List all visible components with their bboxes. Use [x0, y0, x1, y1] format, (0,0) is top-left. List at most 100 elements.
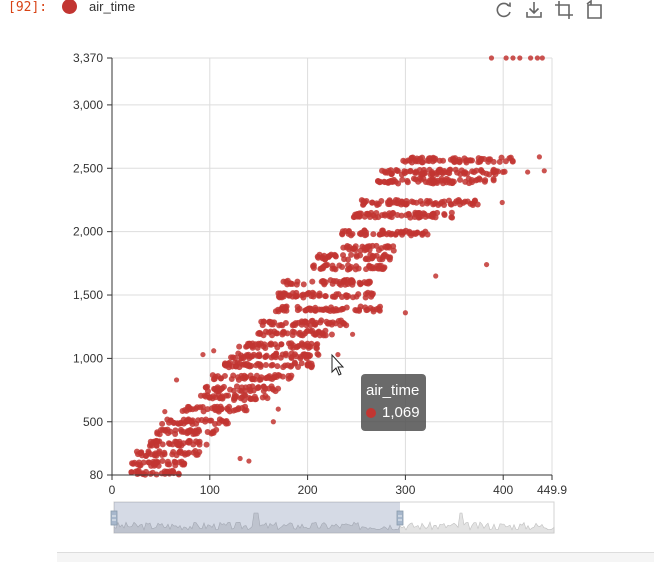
y-tick-label: 80	[90, 468, 104, 482]
data-zoom-handle[interactable]	[110, 510, 118, 526]
scatter-point	[184, 430, 191, 437]
scatter-point	[356, 230, 363, 237]
scatter-point	[203, 441, 210, 448]
tick-labels: 80 500 1,000 1,500 2,000 2,500 3,000 3,370 0 100 2…	[73, 51, 567, 497]
scatter-point	[422, 179, 429, 186]
scatter-point	[159, 420, 166, 427]
scatter-point	[202, 384, 209, 391]
scatter-point	[281, 291, 288, 298]
scatter-point	[243, 343, 250, 350]
scatter-point	[263, 352, 270, 359]
scatter-point	[399, 176, 406, 183]
scatter-point	[256, 351, 263, 358]
scatter-point	[368, 290, 375, 297]
scatter-point	[222, 362, 229, 369]
scatter-point	[406, 157, 413, 164]
scatter-point	[246, 458, 252, 464]
scatter-point	[490, 176, 497, 183]
scatter-point	[330, 293, 337, 300]
scatter-point	[224, 420, 231, 427]
scatter-point	[189, 406, 196, 413]
scatter-point	[279, 303, 286, 310]
scatter-point	[136, 462, 143, 469]
scatter-point	[323, 318, 330, 325]
mouse-cursor	[331, 353, 345, 376]
legend-label: air_time	[89, 0, 136, 14]
scatter-point	[269, 332, 276, 339]
scatter-point	[175, 449, 182, 456]
scatter-point	[153, 452, 160, 459]
scatter-point	[335, 351, 341, 358]
scatter-point	[382, 212, 389, 219]
scatter-point	[332, 266, 339, 273]
scatter-point	[363, 198, 370, 205]
scatter-point	[483, 261, 490, 268]
scatter-point	[210, 429, 217, 436]
restore-icon[interactable]	[492, 0, 516, 20]
scatter-point	[368, 255, 375, 262]
scatter-point	[424, 200, 431, 207]
scatter-point	[295, 364, 302, 371]
scatter-point	[309, 278, 316, 285]
scatter-point	[181, 460, 188, 467]
scatter-point	[517, 55, 523, 61]
scatter-point	[435, 168, 442, 175]
scatter-point	[343, 304, 350, 311]
scatter-point	[243, 374, 250, 381]
scatter-point	[416, 209, 423, 216]
scatter-point	[320, 307, 327, 314]
scatter-point	[448, 214, 455, 221]
scatter-point	[404, 177, 411, 184]
scatter-point	[418, 170, 425, 177]
scatter-point	[212, 394, 219, 401]
scatter-point	[249, 375, 256, 382]
scatter-point	[488, 55, 495, 61]
scatter-point	[357, 252, 364, 259]
scatter-point	[373, 209, 380, 216]
scatter-point	[343, 292, 350, 299]
cursor-arrow	[331, 353, 345, 376]
scatter-point	[502, 158, 509, 165]
scatter-point	[456, 198, 463, 205]
scatter-point	[213, 405, 220, 412]
scatter-point	[373, 252, 380, 259]
scatter-point	[286, 292, 293, 299]
scatter-point	[227, 386, 234, 393]
data-zoom-handle[interactable]	[396, 510, 404, 526]
scatter-point	[461, 155, 468, 162]
scatter-point	[174, 441, 181, 448]
scatter-point	[232, 395, 239, 402]
scatter-point	[268, 362, 275, 369]
scatter-point	[199, 403, 206, 410]
scatter-point	[274, 344, 281, 351]
zoom-icon[interactable]	[552, 0, 576, 20]
scatter-point	[486, 171, 493, 178]
scatter-point	[503, 55, 509, 61]
scatter-point	[292, 322, 299, 329]
scatter-point	[364, 243, 371, 250]
save-as-image-icon[interactable]	[522, 0, 546, 20]
scatter-point	[349, 331, 356, 337]
y-tick-label: 1,500	[73, 288, 103, 302]
scatter-point	[408, 198, 415, 205]
scatter-point	[145, 448, 152, 455]
scatter-point	[293, 289, 300, 296]
scatter-point	[275, 385, 282, 392]
scatter-point	[139, 471, 146, 478]
scatter-point	[161, 449, 168, 456]
scatter-point	[291, 359, 298, 366]
scatter-point	[390, 199, 397, 206]
zoom-reset-icon[interactable]	[582, 0, 606, 20]
scatter-point	[352, 306, 359, 313]
scatter-point	[536, 154, 542, 160]
scatter-point	[412, 209, 419, 216]
scatter-point	[469, 202, 476, 209]
scatter-point	[406, 211, 413, 218]
scatter-point	[237, 352, 244, 359]
scatter-point	[294, 278, 301, 285]
scatter-point	[232, 354, 239, 361]
legend-item-air-time[interactable]: air_time	[62, 0, 135, 14]
scatter-point	[402, 310, 408, 316]
scatter-point	[302, 318, 309, 325]
